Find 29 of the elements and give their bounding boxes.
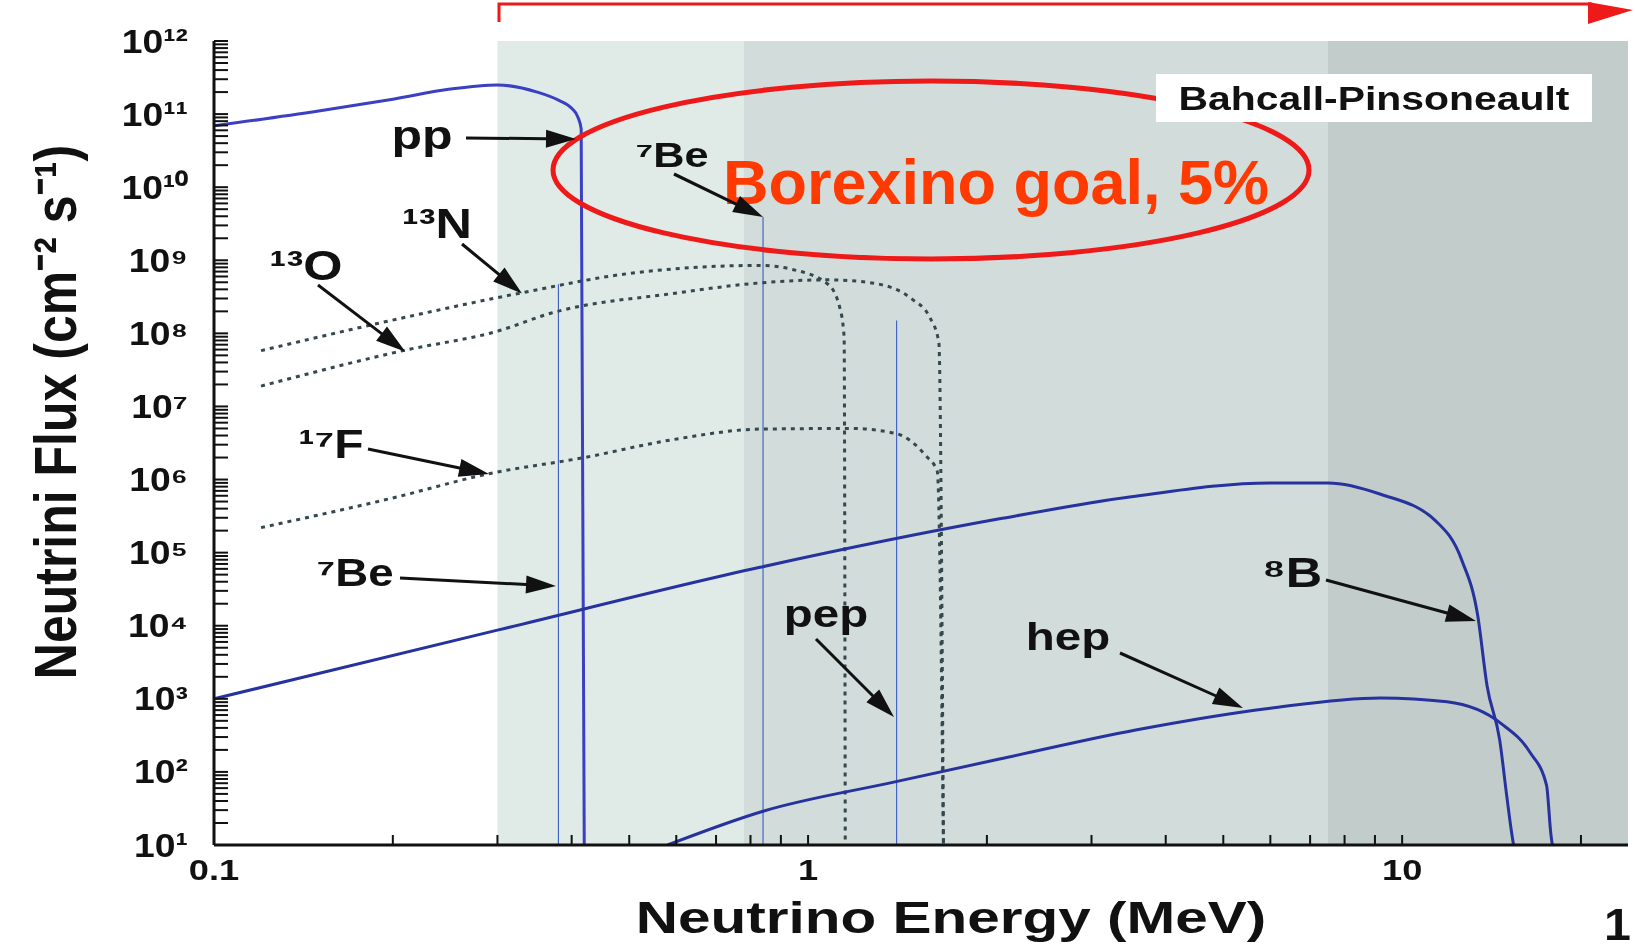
annotation: ¹³O [269, 241, 343, 290]
y-tick-label: 10¹² [121, 22, 188, 60]
annotation: pp [391, 112, 453, 158]
y-tick-label: 10¹¹ [121, 95, 188, 133]
y-tick-label: 10³ [134, 680, 188, 717]
y-tick-label: 10¹⁰ [121, 168, 190, 206]
annotation: ⁸B [1261, 548, 1323, 597]
annotation: ¹³N [402, 199, 472, 248]
y-tick-label: 10² [134, 753, 188, 790]
text: 1 [1604, 900, 1631, 948]
y-tick-label: 10⁶ [129, 461, 188, 498]
annotation: Bahcall-Pinsoneault [1178, 79, 1570, 118]
annotation: ¹⁷F [298, 421, 364, 467]
x-axis-title: Neutrino Energy (MeV) [635, 892, 1267, 943]
y-axis-title: Neutrini Flux (cm⁻² s⁻¹) [21, 144, 90, 680]
x-tick-label: 1 [797, 853, 819, 887]
y-tick-label: 10⁵ [129, 534, 188, 571]
y-tick-label: 10¹ [134, 826, 188, 864]
y-tick-label: 10⁴ [128, 607, 188, 644]
annotation: ⁷Be [635, 134, 709, 175]
x-tick-label: 10 [1381, 853, 1423, 887]
annotation: Borexino goal, 5% [722, 147, 1270, 217]
annotation: pep [783, 592, 869, 635]
y-tick-label: 10⁷ [131, 387, 188, 425]
annotation: hep [1025, 615, 1111, 658]
y-tick-label: 10⁸ [128, 314, 188, 352]
x-tick-label: 0.1 [188, 853, 240, 887]
annotation: ⁷Be [316, 551, 394, 595]
y-tick-label: 10⁹ [128, 241, 188, 279]
